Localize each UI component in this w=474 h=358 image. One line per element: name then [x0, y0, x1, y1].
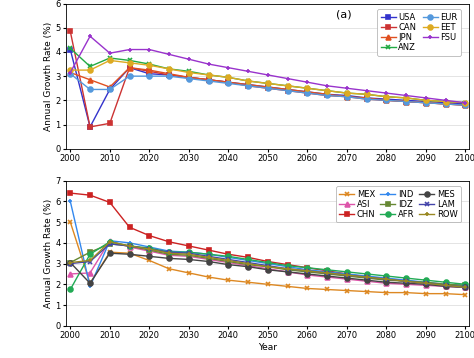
Legend: USA, CAN, JPN, ANZ, EUR, EET, FSU: USA, CAN, JPN, ANZ, EUR, EET, FSU: [377, 9, 461, 55]
Text: (a): (a): [336, 9, 352, 19]
Y-axis label: Annual Growth Rate (%): Annual Growth Rate (%): [44, 199, 53, 308]
Legend: MEX, ASI, CHN, IND, IDZ, AFR, MES, LAM, ROW: MEX, ASI, CHN, IND, IDZ, AFR, MES, LAM, …: [336, 186, 461, 222]
Text: (b): (b): [336, 187, 352, 197]
Y-axis label: Annual Growth Rate (%): Annual Growth Rate (%): [44, 21, 53, 131]
X-axis label: Year: Year: [258, 343, 277, 352]
